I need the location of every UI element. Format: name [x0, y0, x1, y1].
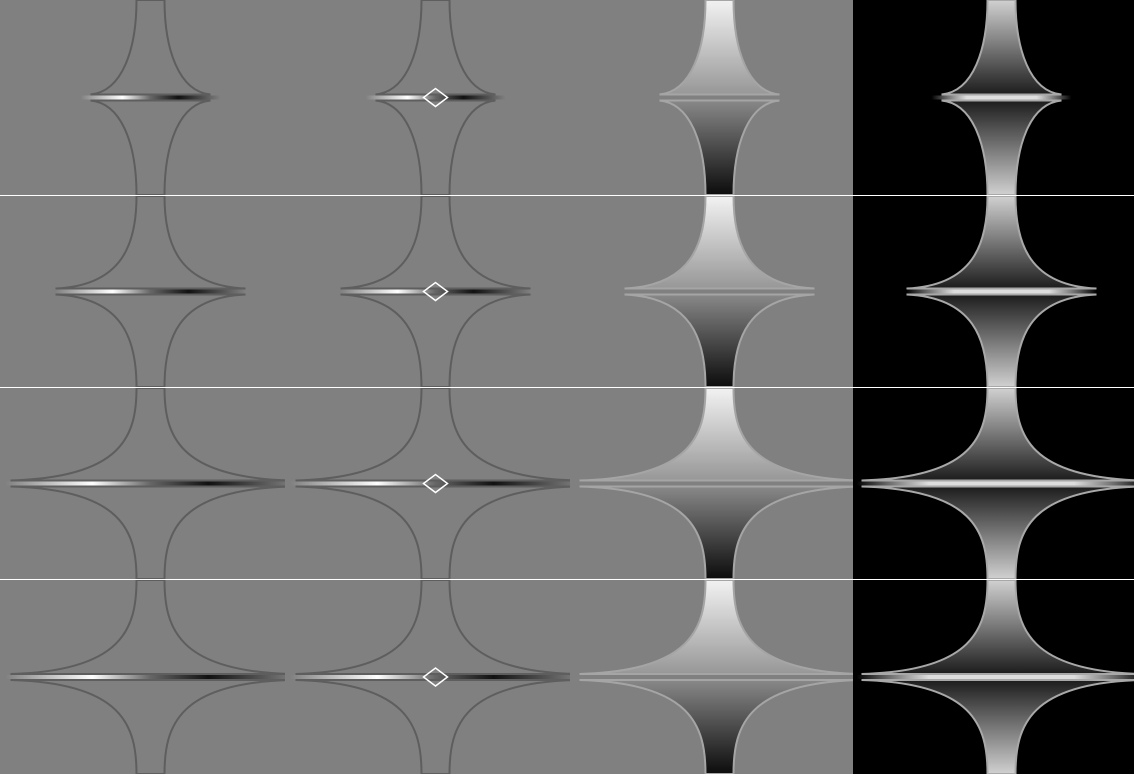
- caustic-line: [6, 482, 296, 486]
- caustic-line: [857, 675, 1134, 679]
- caustic-line: [291, 675, 581, 679]
- page: (() => { const svg = document.getElement…: [0, 0, 1134, 774]
- caustic-line: [932, 96, 1072, 100]
- caustic-line: [81, 96, 221, 100]
- caustic-line: [56, 290, 246, 294]
- image-grid: [0, 0, 1134, 774]
- caustic-line: [6, 675, 296, 679]
- caustic-line: [341, 290, 531, 294]
- row-separator: [0, 387, 1134, 388]
- caustic-line: [857, 482, 1134, 486]
- caustic-line: [291, 482, 581, 486]
- caustic-line: [907, 290, 1097, 294]
- row-separator: [0, 195, 1134, 196]
- caustic-line: [366, 96, 506, 100]
- row-separator: [0, 579, 1134, 580]
